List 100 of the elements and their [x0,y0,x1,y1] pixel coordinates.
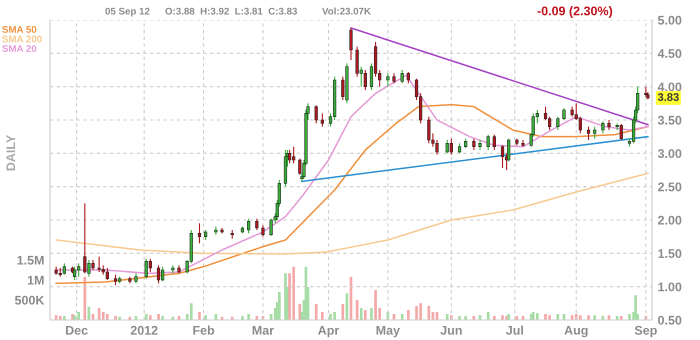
text: 05 Sep 12 [105,8,150,17]
x-tick-label: Jun [440,326,462,335]
bar [407,310,410,320]
x-tick-label: Apr [318,326,340,338]
bar [350,276,352,320]
candlestick [507,138,510,162]
bar [278,292,281,320]
candlestick [392,72,396,84]
candlestick [500,144,504,169]
bar [522,316,524,320]
bar [292,266,295,320]
candlestick [77,262,80,278]
candlestick [91,259,95,271]
bar [427,306,430,320]
bar [178,316,180,320]
candlestick [247,218,250,234]
candlestick [156,264,160,284]
bar [608,315,610,320]
candlestick [556,116,560,131]
bar [360,308,363,320]
candlestick [406,71,410,84]
candlestick [492,134,496,151]
candlestick [255,218,258,231]
bar [241,316,244,320]
bar [356,300,358,320]
bar [190,303,193,320]
candlestick [134,272,138,284]
candlestick [198,222,202,244]
candlestick [230,229,234,240]
candlestick [320,112,324,128]
candlestick [98,256,101,273]
bar [314,304,318,320]
candlestick [87,259,91,278]
candlestick [161,266,164,282]
y-tick-label: 2.50 [658,182,682,192]
bar [544,314,547,320]
y-tick-label: 2.00 [658,216,682,225]
text: SMA 50 [2,26,36,33]
x-tick-label: Feb [193,326,214,335]
x-tick-label: May [376,326,400,338]
candlestick [593,126,596,140]
text: O:3.88 H:3.92 L:3.81 C:3.83 [165,8,298,15]
bar [157,314,160,320]
bar [458,316,461,320]
y-tick-label: 3.00 [658,149,682,158]
candlestick [58,267,62,278]
bar [198,312,201,320]
candlestick [435,139,439,156]
y-tick-label: 1.50 [658,249,682,258]
candlestick [644,86,648,98]
x-tick-label: Mar [252,326,274,335]
candlestick [386,72,390,88]
line-series [55,104,649,284]
bar [346,293,348,320]
text: 3.83 [658,93,679,101]
bar [415,306,418,320]
x-tick-label: Aug [564,326,588,338]
candlestick [446,139,449,154]
bar [370,308,373,320]
candlestick [364,69,367,91]
candlestick [472,138,476,151]
bar [98,308,100,320]
candlestick [607,119,611,131]
bar [114,316,117,320]
candlestick [570,106,574,118]
bar [562,314,566,320]
y2-tick-label: 1M [28,276,44,285]
candlestick [400,69,404,84]
bar [392,314,396,320]
x-tick-label: Jul [506,326,523,335]
bar [478,315,482,320]
bar [341,304,344,320]
bar [419,303,422,320]
candlestick [450,138,453,156]
y-tick-label: 0.50 [658,316,682,325]
y-tick-label: 3.50 [658,116,682,125]
candlestick [148,258,152,273]
candlestick [464,138,468,149]
candlestick [620,123,623,141]
x-tick-label: 2012 [130,326,158,335]
y-tick-label: 4.00 [658,82,682,92]
candlestick [349,27,353,61]
candlestick [102,264,105,276]
bar [329,314,332,320]
bar [501,315,504,320]
bar [536,313,539,320]
line-series [55,172,649,255]
y-tick-label: 5.00 [658,16,682,25]
y2-tick-label: 500K [14,296,44,305]
candlestick [298,158,302,176]
candlestick [356,46,359,78]
candlestick [562,107,566,121]
bar [134,316,138,320]
candlestick [458,142,462,154]
candlestick [106,267,109,281]
y-tick-label: 1.00 [658,282,682,292]
candlestick [427,116,430,144]
candlestick [548,116,552,131]
candlestick [586,126,590,141]
y-tick-label: 4.50 [658,49,682,58]
